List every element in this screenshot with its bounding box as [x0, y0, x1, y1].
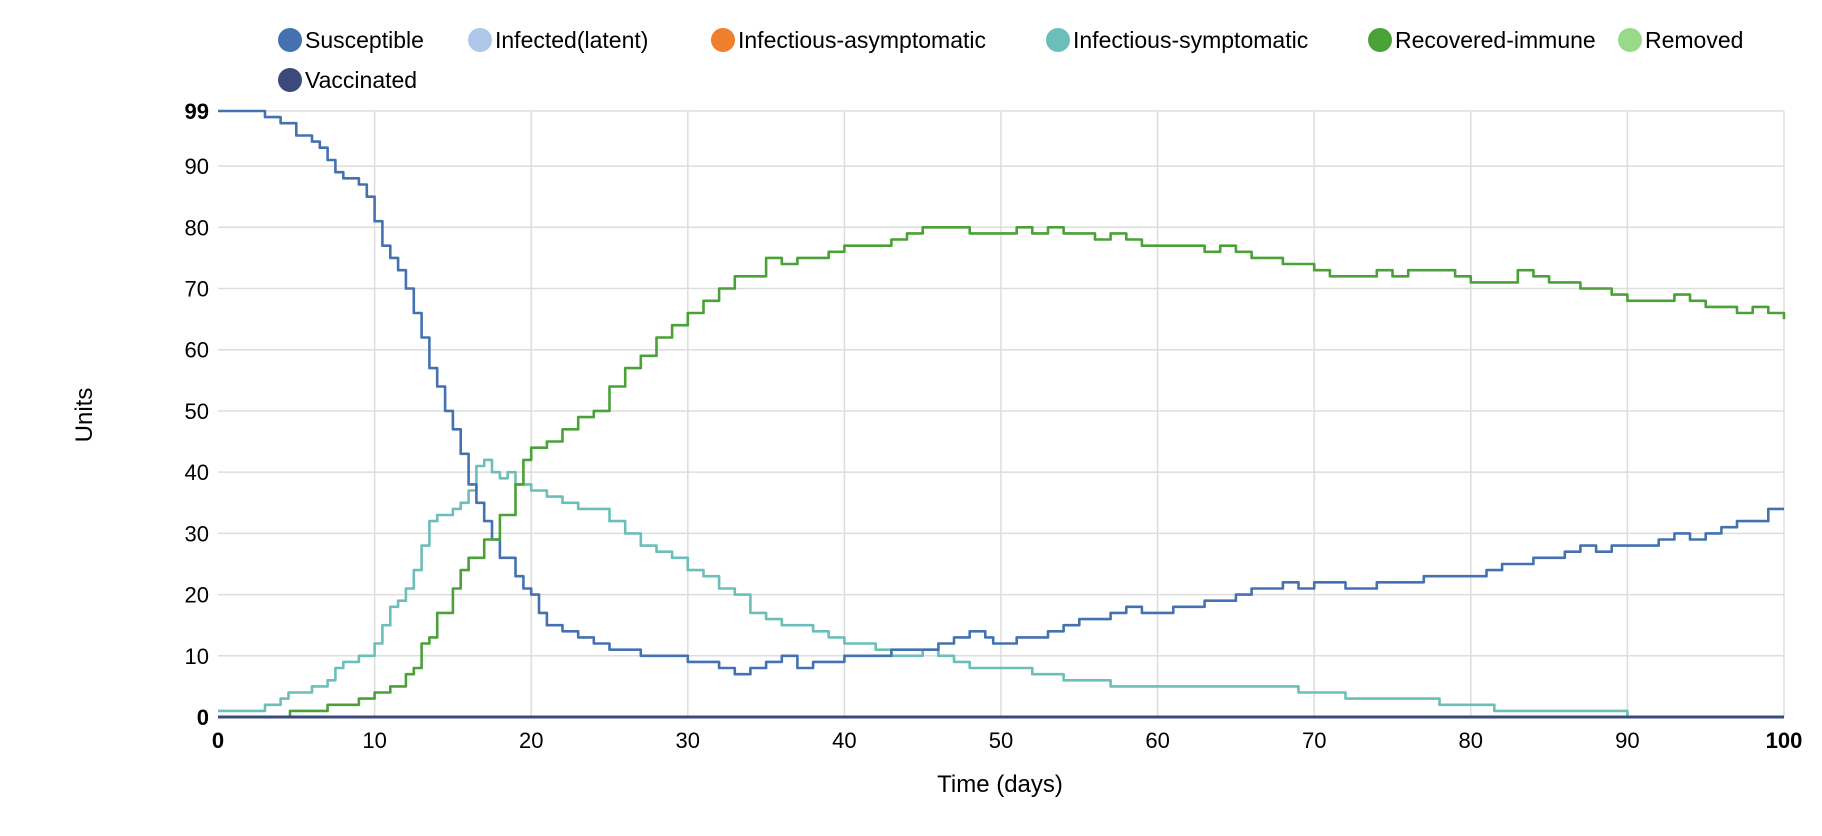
- x-tick-label: 40: [832, 728, 856, 753]
- x-tick-label: 100: [1766, 728, 1803, 753]
- y-tick-label: 60: [185, 338, 209, 363]
- legend-label: Infected(latent): [495, 27, 648, 53]
- y-tick-label: 90: [185, 154, 209, 179]
- y-tick-label: 30: [185, 521, 209, 546]
- x-tick-label: 80: [1459, 728, 1483, 753]
- legend-item-infected-latent[interactable]: Infected(latent): [468, 27, 648, 53]
- axes: 0 10 20 30 40 50 60 70 80 90 100 0 10 20 30 40 50 60 70 80 9…: [185, 99, 1803, 753]
- legend-item-removed[interactable]: Removed: [1618, 27, 1743, 53]
- legend-item-infectious-symptomatic[interactable]: Infectious-symptomatic: [1046, 27, 1308, 53]
- legend[interactable]: Susceptible Infected(latent) Infectious-as…: [278, 27, 1743, 93]
- legend-swatch: [1618, 28, 1642, 52]
- x-tick-label: 90: [1615, 728, 1639, 753]
- x-tick-label: 20: [519, 728, 543, 753]
- legend-swatch: [278, 68, 302, 92]
- legend-label: Removed: [1645, 27, 1743, 53]
- legend-label: Vaccinated: [305, 67, 417, 93]
- x-tick-label: 0: [212, 728, 224, 753]
- x-axis-title: Time (days): [937, 771, 1063, 798]
- legend-item-vaccinated[interactable]: Vaccinated: [278, 67, 417, 93]
- gridlines: [218, 110, 1785, 717]
- y-tick-label: 99: [185, 99, 209, 124]
- legend-swatch: [278, 28, 302, 52]
- x-tick-label: 30: [676, 728, 700, 753]
- legend-swatch: [1368, 28, 1392, 52]
- y-tick-label: 40: [185, 460, 209, 485]
- x-tick-label: 50: [989, 728, 1013, 753]
- series-line-recovered-immune[interactable]: [288, 226, 1786, 719]
- y-axis-title: Units: [71, 388, 98, 443]
- y-tick-label: 50: [185, 399, 209, 424]
- legend-swatch: [1046, 28, 1070, 52]
- legend-label: Recovered-immune: [1395, 27, 1596, 53]
- y-tick-label: 20: [185, 583, 209, 608]
- series-line-infectious-symptomatic[interactable]: [218, 458, 1784, 719]
- legend-label: Susceptible: [305, 27, 424, 53]
- legend-label: Infectious-symptomatic: [1073, 27, 1308, 53]
- x-tick-label: 60: [1145, 728, 1169, 753]
- y-tick-label: 0: [197, 705, 209, 730]
- legend-item-recovered-immune[interactable]: Recovered-immune: [1368, 27, 1596, 53]
- legend-label: Infectious-asymptomatic: [738, 27, 986, 53]
- x-tick-label: 10: [362, 728, 386, 753]
- x-tick-label: 70: [1302, 728, 1326, 753]
- y-tick-label: 80: [185, 215, 209, 240]
- legend-swatch: [468, 28, 492, 52]
- y-tick-label: 70: [185, 277, 209, 302]
- series-line-susceptible[interactable]: [218, 109, 1784, 676]
- y-tick-label: 10: [185, 644, 209, 669]
- legend-swatch: [711, 28, 735, 52]
- legend-item-susceptible[interactable]: Susceptible: [278, 27, 424, 53]
- legend-item-infectious-asymptomatic[interactable]: Infectious-asymptomatic: [711, 27, 986, 53]
